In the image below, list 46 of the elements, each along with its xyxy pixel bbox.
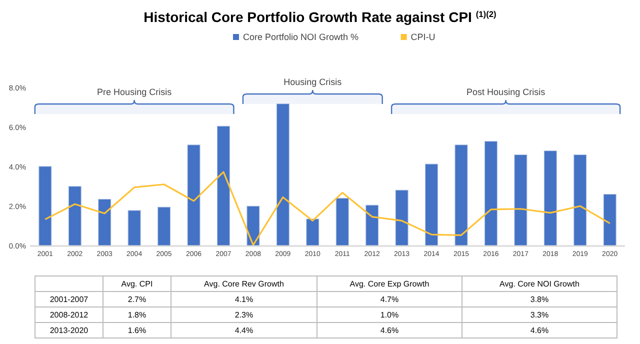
text: 4.6% [530,326,549,336]
band-label: Housing Crisis [284,77,342,87]
band-label: Post Housing Crisis [466,87,546,97]
category-label: 2008-2012 [50,310,88,320]
bar [187,144,200,246]
legend-label: Core Portfolio NOI Growth % [243,32,359,42]
bar [38,166,52,246]
text: 1.0% [380,310,399,320]
text: 2.3% [234,310,254,320]
bar [216,126,230,246]
legend-label: CPI-U [410,32,436,42]
bar [454,144,468,246]
text: 2.7% [128,295,146,304]
bar [424,164,438,246]
bar [128,210,141,246]
category-label: Avg. Core NOI Growth [500,280,580,289]
category-label: 2001-2007 [50,295,88,304]
text: 4.6% [380,326,399,336]
band-label: Pre Housing Crisis [97,87,172,97]
bar [544,150,557,246]
bar [336,198,349,246]
bar [68,186,82,246]
text: 1.6% [128,326,146,336]
bar [484,141,498,246]
bar [246,206,260,246]
text: 1.8% [128,310,146,320]
line-series [44,171,611,246]
bar [574,154,587,246]
text: 3.3% [530,310,549,320]
text: 4.1% [234,295,254,304]
bar [98,198,112,246]
bar [157,206,171,246]
text: 4.4% [234,326,254,336]
text: 3.8% [530,295,549,304]
bar [276,104,290,246]
category-label: Avg. Core Rev Growth [204,280,284,289]
bar [395,190,408,246]
category-label: Avg. CPI [121,280,153,289]
bar [514,154,528,246]
category-label: 2013-2020 [50,326,88,336]
bar [306,218,320,246]
bar [603,194,616,246]
chart-title: Historical Core Portfolio Growth Rate against CPI $^{(1)(2)}$ [144,9,497,25]
category-label: Avg. Core Exp Growth [350,280,430,289]
text: 4.7% [380,295,399,304]
bar [366,204,379,246]
